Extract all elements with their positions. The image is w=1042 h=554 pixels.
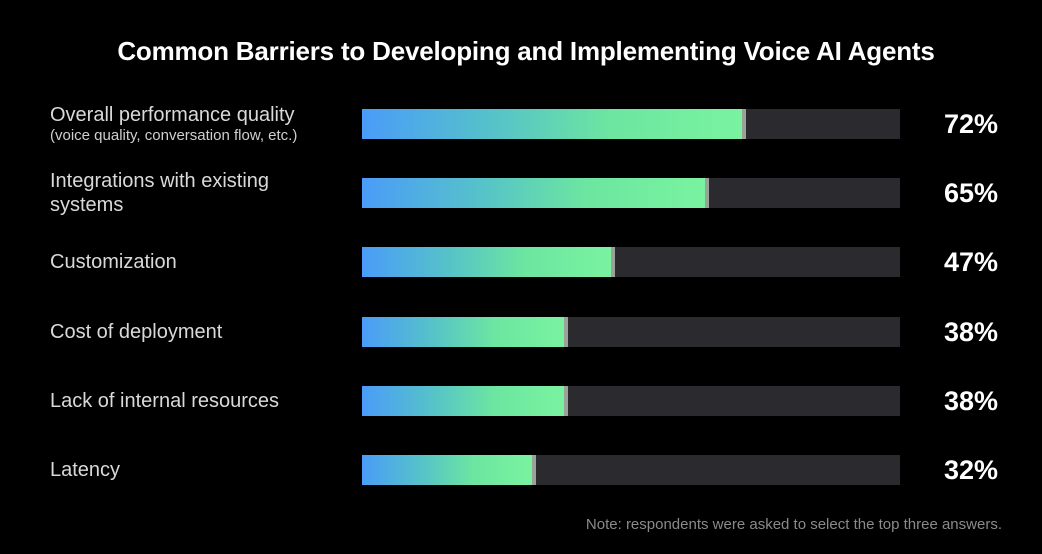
- bar-row: Customization 47%: [0, 247, 1042, 278]
- data-label: 32%: [943, 455, 998, 485]
- bar-end-marker: [564, 385, 568, 416]
- data-label: 38%: [943, 316, 998, 347]
- category-label: Customization: [50, 250, 350, 274]
- footnote: Note: respondents were asked to select t…: [585, 516, 1002, 533]
- category-label: Cost of deployment: [50, 320, 350, 344]
- category-label-text: Cost of deployment: [50, 320, 223, 343]
- data-label: 72%: [943, 109, 998, 139]
- category-label: Latency: [50, 458, 350, 482]
- bar-row: Overall performance quality (voice qualit…: [0, 104, 1042, 144]
- bar: [362, 316, 566, 347]
- bar-end-marker: [611, 247, 615, 278]
- bar: [362, 455, 534, 485]
- data-label: 65%: [943, 178, 998, 209]
- data-label: 47%: [943, 247, 998, 278]
- bar-end-marker: [532, 455, 536, 485]
- bar-track: [362, 247, 900, 278]
- bar-track: [362, 455, 900, 485]
- bar-end-marker: [564, 316, 568, 347]
- bar-track: [362, 385, 900, 416]
- bar-track: [362, 178, 900, 209]
- bar: [362, 385, 566, 416]
- bar-row: Lack of internal resources 38%: [0, 385, 1042, 416]
- category-label-text: Customization: [50, 251, 177, 274]
- category-label-text: Latency: [50, 459, 121, 481]
- bar: [362, 109, 744, 139]
- bar-end-marker: [705, 178, 709, 209]
- bar-track: [362, 316, 900, 347]
- bar-track: [362, 109, 900, 139]
- category-label-text: Overall performance quality: [50, 104, 295, 126]
- bar-end-marker: [742, 109, 746, 139]
- chart-title: Common Barriers to Developing and Implem…: [117, 36, 935, 66]
- bar: [362, 247, 613, 278]
- category-label-text: Lack of internal resources: [50, 389, 280, 412]
- category-label: Lack of internal resources: [50, 389, 350, 413]
- category-label-text: Integrations with existing systems: [50, 170, 270, 217]
- category-sublabel: (voice quality, conversation flow, etc.): [50, 127, 298, 144]
- bar: [362, 178, 707, 209]
- bar-row: Integrations with existing systems 65%: [0, 170, 1042, 216]
- bar-row: Cost of deployment 38%: [0, 316, 1042, 347]
- category-label: Integrations with existing systems: [50, 169, 320, 217]
- category-label: Overall performance quality (voice qualit…: [50, 103, 350, 145]
- data-label: 38%: [943, 385, 998, 416]
- bar-row: Latency 32%: [0, 455, 1042, 485]
